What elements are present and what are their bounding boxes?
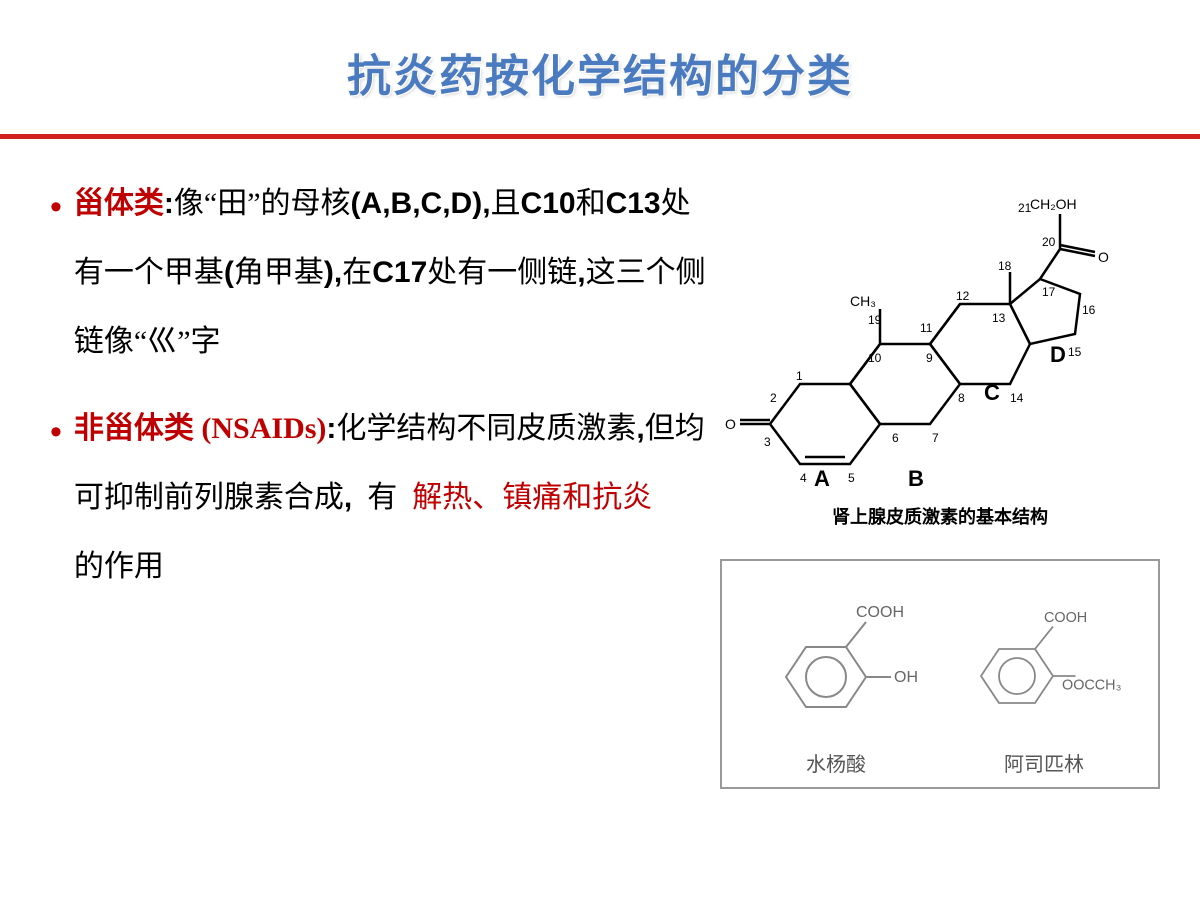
svg-text:13: 13	[992, 311, 1006, 325]
mol1-label: 水杨酸	[806, 748, 866, 777]
svg-text:C: C	[984, 380, 1000, 405]
svg-text:4: 4	[800, 471, 807, 485]
salicylic-acid: COOH OH 水杨酸	[746, 592, 926, 777]
bullet-icon: •	[50, 398, 62, 466]
svg-text:COOH: COOH	[1044, 610, 1087, 626]
svg-text:6: 6	[892, 431, 899, 445]
svg-text:O: O	[725, 416, 736, 432]
bullet-item-1: • 甾体类:像“田”的母核(A,B,C,D),且C10和C13处有一个甲基(角甲…	[50, 169, 710, 376]
svg-text:COOH: COOH	[856, 604, 904, 621]
bullet-text-1: 甾体类:像“田”的母核(A,B,C,D),且C10和C13处有一个甲基(角甲基)…	[74, 169, 710, 376]
svg-text:15: 15	[1068, 345, 1082, 359]
svg-text:21: 21	[1018, 201, 1032, 215]
bullet-text-2: 非甾体类 (NSAIDs):化学结构不同皮质激素,但均可抑制前列腺素合成, 有 …	[74, 394, 710, 601]
svg-text:10: 10	[868, 351, 882, 365]
svg-text:A: A	[814, 466, 830, 491]
bullet-icon: •	[50, 173, 62, 241]
colon-2: :	[326, 412, 336, 445]
svg-text:B: B	[908, 466, 924, 491]
figure-column: O O CH₂OH CH₃ 1 2 3 4 5 6 7 8 9 10 11 1	[720, 169, 1160, 789]
svg-text:7: 7	[932, 431, 939, 445]
svg-text:16: 16	[1082, 303, 1096, 317]
svg-text:CH₃: CH₃	[850, 293, 876, 309]
bullet-item-2: • 非甾体类 (NSAIDs):化学结构不同皮质激素,但均可抑制前列腺素合成, …	[50, 394, 710, 601]
svg-text:2: 2	[770, 391, 777, 405]
svg-text:9: 9	[926, 351, 933, 365]
term-1: 甾体类	[74, 187, 164, 220]
steroid-svg: O O CH₂OH CH₃ 1 2 3 4 5 6 7 8 9 10 11 1	[720, 169, 1140, 499]
svg-text:19: 19	[868, 313, 882, 327]
svg-text:8: 8	[958, 391, 965, 405]
svg-text:1: 1	[796, 369, 803, 383]
term-2: 非甾体类 (NSAIDs)	[74, 412, 327, 445]
svg-text:D: D	[1050, 342, 1066, 367]
svg-text:11: 11	[920, 321, 933, 335]
svg-text:18: 18	[998, 259, 1012, 273]
content-area: • 甾体类:像“田”的母核(A,B,C,D),且C10和C13处有一个甲基(角甲…	[0, 139, 1200, 789]
svg-text:OOCCH₃: OOCCH₃	[1062, 678, 1122, 694]
svg-text:17: 17	[1042, 285, 1056, 299]
steroid-caption: 肾上腺皮质激素的基本结构	[720, 503, 1160, 529]
svg-text:O: O	[1098, 249, 1109, 265]
colon-1: :	[164, 187, 174, 220]
text-column: • 甾体类:像“田”的母核(A,B,C,D),且C10和C13处有一个甲基(角甲…	[50, 169, 720, 789]
svg-text:20: 20	[1042, 235, 1056, 249]
svg-text:CH₂OH: CH₂OH	[1030, 196, 1077, 212]
svg-text:14: 14	[1010, 391, 1024, 405]
svg-text:3: 3	[764, 435, 771, 449]
mol2-label: 阿司匹林	[1004, 748, 1084, 777]
svg-text:5: 5	[848, 471, 855, 485]
svg-text:OH: OH	[894, 669, 918, 686]
svg-text:12: 12	[956, 289, 970, 303]
aspirin: COOH OOCCH₃ 阿司匹林	[954, 592, 1134, 777]
nsaid-structures: COOH OH 水杨酸 COOH OOCCH₃	[720, 559, 1160, 789]
steroid-structure: O O CH₂OH CH₃ 1 2 3 4 5 6 7 8 9 10 11 1	[720, 169, 1140, 499]
slide-title: 抗炎药按化学结构的分类	[0, 0, 1200, 104]
